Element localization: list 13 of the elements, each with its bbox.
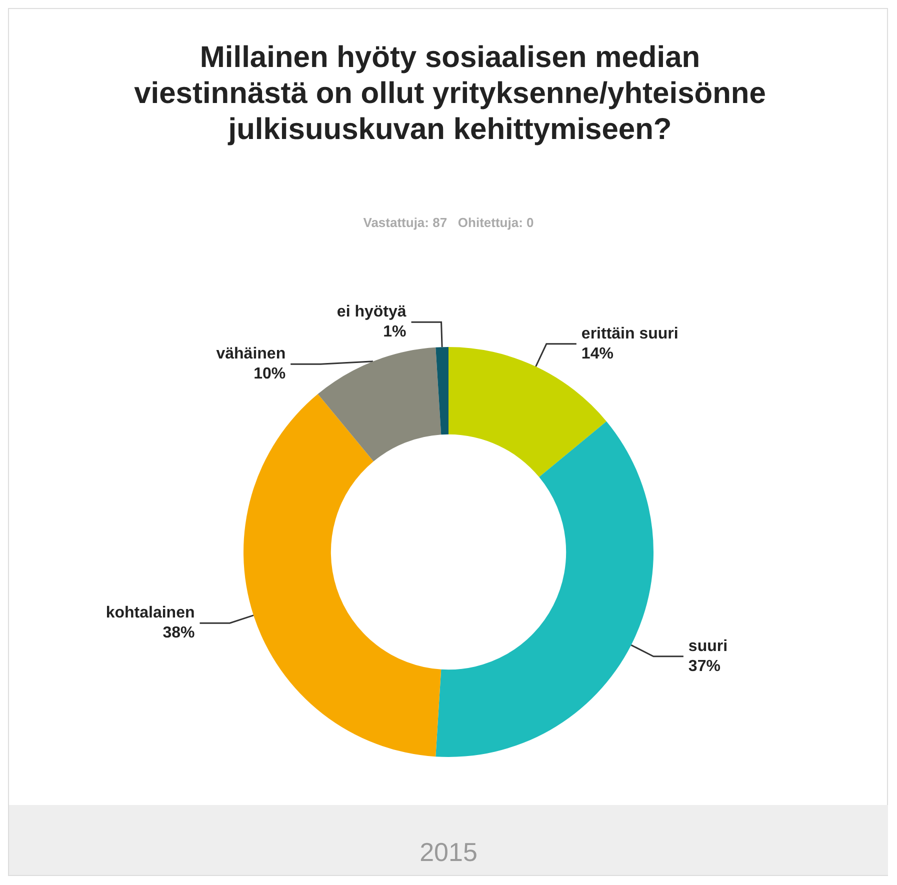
slice-label: erittäin suuri bbox=[581, 325, 678, 342]
slice-label: suuri bbox=[688, 638, 728, 655]
data-label: 38% bbox=[162, 624, 195, 642]
slice-label: kohtalainen bbox=[106, 604, 195, 622]
data-label: 37% bbox=[688, 658, 720, 675]
chart-title: Millainen hyöty sosiaalisen median viestinnästä on ollut yrityksenne/yhteisönne julkisuuskuvan kehittymiseen? bbox=[133, 40, 767, 148]
slice-label: ei hyötyä bbox=[336, 304, 406, 321]
data-label: 1% bbox=[383, 324, 406, 341]
data-label: 14% bbox=[581, 345, 614, 362]
text: 2015 bbox=[9, 805, 888, 875]
slice-label: vähäinen bbox=[216, 346, 286, 363]
data-label: 10% bbox=[254, 366, 286, 383]
chart-subtitle: Vastattuja: 87 Ohitettuja: 0 bbox=[362, 215, 535, 230]
